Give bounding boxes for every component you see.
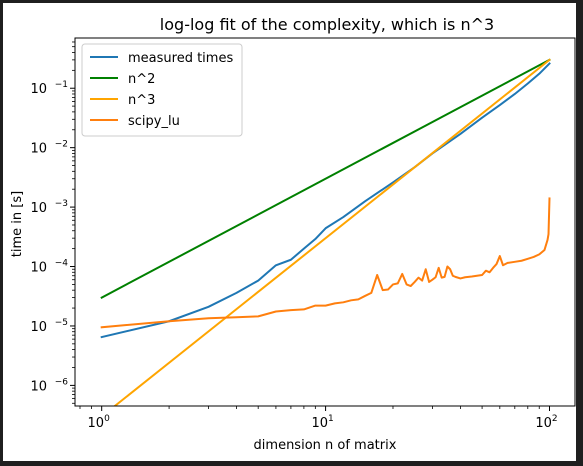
y-tick-label: 10 −1 [30, 80, 68, 97]
y-tick-label: 10 −2 [30, 140, 68, 157]
x-tick-label: 101 [311, 414, 333, 431]
y-tick-label: 10 −4 [30, 259, 68, 276]
x-tick-label: 102 [535, 414, 557, 431]
chart-title: log-log fit of the complexity, which is … [160, 15, 494, 34]
series-line-measured-times [100, 62, 551, 339]
axes-frame [74, 37, 576, 407]
y-axis-label: time in [s] [10, 191, 25, 257]
figure: log-log fit of the complexity, which is … [3, 3, 576, 461]
chart: log-log fit of the complexity, which is … [10, 15, 576, 453]
legend: measured times n^2 n^3 scipy_lu [81, 43, 243, 137]
x-axis-label: dimension n of matrix [254, 438, 397, 453]
series-line-scipy-lu [100, 197, 551, 329]
plot-area [100, 58, 551, 406]
y-tick-label: 10 −5 [30, 318, 68, 335]
y-tick-label: 10 −3 [30, 199, 68, 216]
legend-label: measured times [128, 51, 233, 66]
y-tick-label: 10 −6 [30, 377, 68, 394]
series-line-n-2 [100, 58, 551, 299]
legend-label: n^3 [128, 93, 155, 108]
series-line-n-3 [113, 58, 551, 406]
legend-label: scipy_lu [128, 114, 180, 129]
legend-box [81, 43, 243, 137]
legend-label: n^2 [128, 72, 155, 87]
x-tick-label: 100 [88, 414, 111, 431]
